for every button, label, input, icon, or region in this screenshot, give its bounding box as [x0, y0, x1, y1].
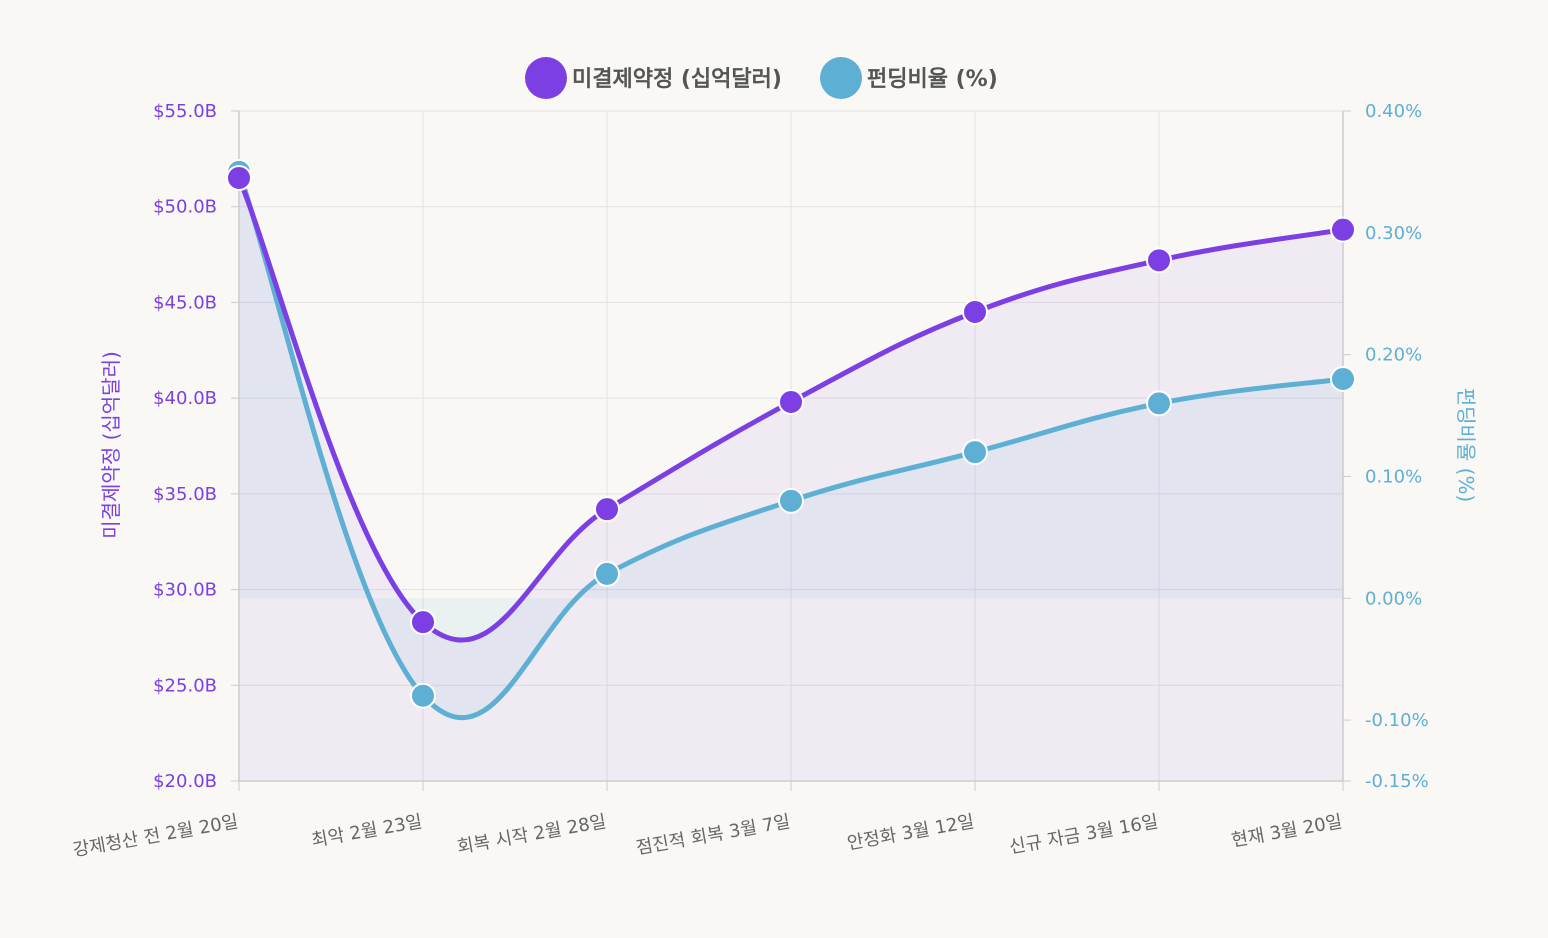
point-layer: [226, 158, 1356, 709]
series-point-0: [1146, 247, 1172, 274]
series-point-0: [410, 609, 436, 636]
x-tick-label: 강제청산 전 2월 20일: [71, 811, 240, 861]
y-left-tick-label: $30.0B: [153, 580, 217, 601]
area-layer: [239, 171, 1343, 781]
y-left-tick-label: $40.0B: [153, 388, 217, 409]
legend-label-0: 미결제약정 (십억달러): [572, 67, 782, 92]
y-right-tick-label: 0.40%: [1365, 101, 1422, 122]
y-right-axis-title: 펀딩비율 (%): [1454, 388, 1478, 503]
series-point-1: [410, 682, 436, 709]
series-point-1: [962, 439, 988, 466]
series-point-0: [962, 299, 988, 325]
x-tick-label: 점진적 회복 3월 7일: [635, 811, 792, 859]
series-point-1: [778, 487, 804, 514]
y-right-tick-label: -0.15%: [1365, 771, 1429, 792]
legend: 미결제약정 (십억달러) 펀딩비율 (%): [525, 57, 998, 99]
series-point-0: [1330, 216, 1356, 243]
grid-layer: [238, 110, 1344, 782]
y-right-tick-label: 0.10%: [1365, 466, 1422, 487]
y-left-tick-label: $25.0B: [153, 675, 217, 696]
y-right-tick-label: 0.20%: [1365, 345, 1422, 366]
legend-label-1: 펀딩비율 (%): [867, 67, 998, 92]
y-right-tick-label: -0.10%: [1365, 710, 1429, 731]
series-point-1: [594, 560, 620, 587]
series-point-1: [1330, 366, 1356, 392]
x-tick-label: 최악 2월 23일: [310, 811, 424, 851]
y-left-axis-title: 미결제약정 (십억달러): [99, 351, 123, 539]
legend-swatch-0: [525, 57, 567, 99]
y-left-tick-label: $20.0B: [153, 771, 217, 792]
x-tick-label: 신규 자금 3월 16일: [1008, 811, 1160, 858]
series-area-0: [239, 178, 1343, 781]
x-tick-label: 회복 시작 2월 28일: [456, 811, 608, 858]
legend-swatch-1: [820, 57, 862, 99]
y-right-tick-label: 0.30%: [1365, 223, 1422, 244]
y-left-tick-label: $45.0B: [153, 292, 217, 313]
x-tick-label: 현재 3월 20일: [1230, 811, 1344, 851]
y-left-tick-label: $55.0B: [153, 101, 217, 122]
line-layer: [236, 169, 1346, 721]
series-line-1: [236, 169, 1346, 721]
series-line-0: [236, 175, 1346, 643]
series-area-1: [239, 171, 1343, 718]
series-point-0: [226, 165, 252, 191]
y-left-tick-label: $50.0B: [153, 197, 217, 218]
series-point-1: [1146, 390, 1172, 417]
x-tick-label: 안정화 3월 12일: [846, 811, 976, 854]
y-left-tick-label: $35.0B: [153, 484, 217, 505]
series-point-0: [594, 496, 620, 523]
series-point-0: [778, 388, 804, 415]
y-right-tick-label: 0.00%: [1365, 588, 1422, 609]
